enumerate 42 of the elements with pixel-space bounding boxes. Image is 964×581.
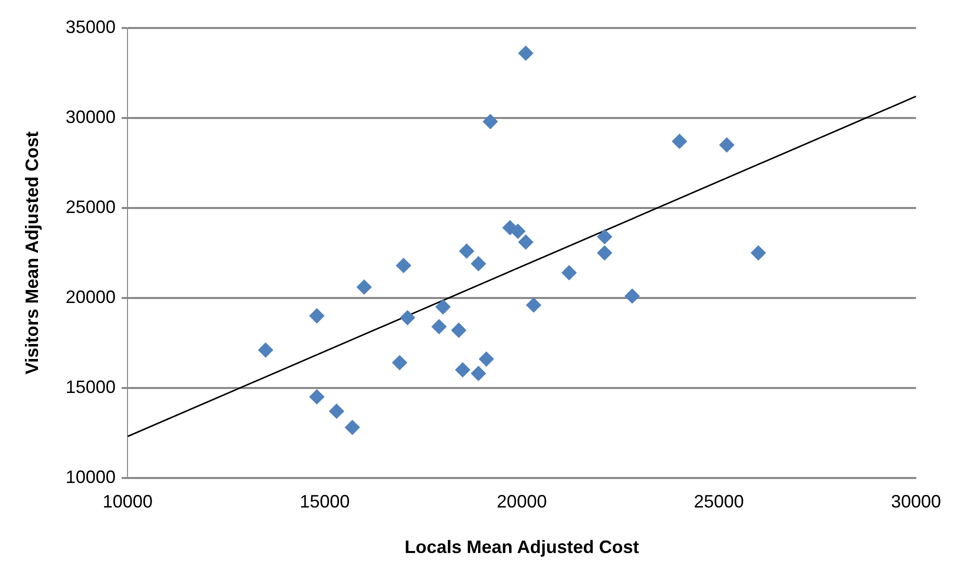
point [597,229,612,244]
point [624,288,640,304]
y-tick-label: 35000 [66,16,116,37]
x-tick-label: 10000 [102,492,153,512]
point [432,319,447,334]
y-tick-label: 20000 [66,286,116,307]
point [344,420,360,435]
point [526,298,542,313]
y-tick-label: 25000 [66,196,116,217]
point [562,265,577,280]
x-tick-label: 30000 [890,492,942,512]
point [258,342,274,358]
point [455,362,470,378]
y-tick-label: 10000 [66,466,116,487]
point [719,137,734,152]
point [482,114,498,130]
point [451,322,466,338]
point [400,310,416,326]
x-tick-label: 25000 [694,492,744,512]
y-tick-label: 30000 [66,106,116,127]
point [478,352,494,367]
point [309,308,324,324]
y-tick-label: 15000 [66,376,116,397]
point [392,355,408,370]
x-tick-label: 20000 [496,492,547,512]
point [356,280,372,295]
point [435,299,450,314]
point [518,234,534,250]
point [750,245,766,260]
y-axis-title: Visitors Mean Adjusted Cost [22,131,42,374]
point [672,134,687,149]
point [518,46,534,61]
x-tick-label: 15000 [300,492,350,512]
point [470,256,486,272]
point [597,245,612,260]
point [470,366,486,381]
point [510,224,526,239]
point [309,389,324,404]
point [459,244,474,259]
x-axis-title: Locals Mean Adjusted Cost [404,537,640,558]
point [329,404,344,419]
point [396,258,412,273]
